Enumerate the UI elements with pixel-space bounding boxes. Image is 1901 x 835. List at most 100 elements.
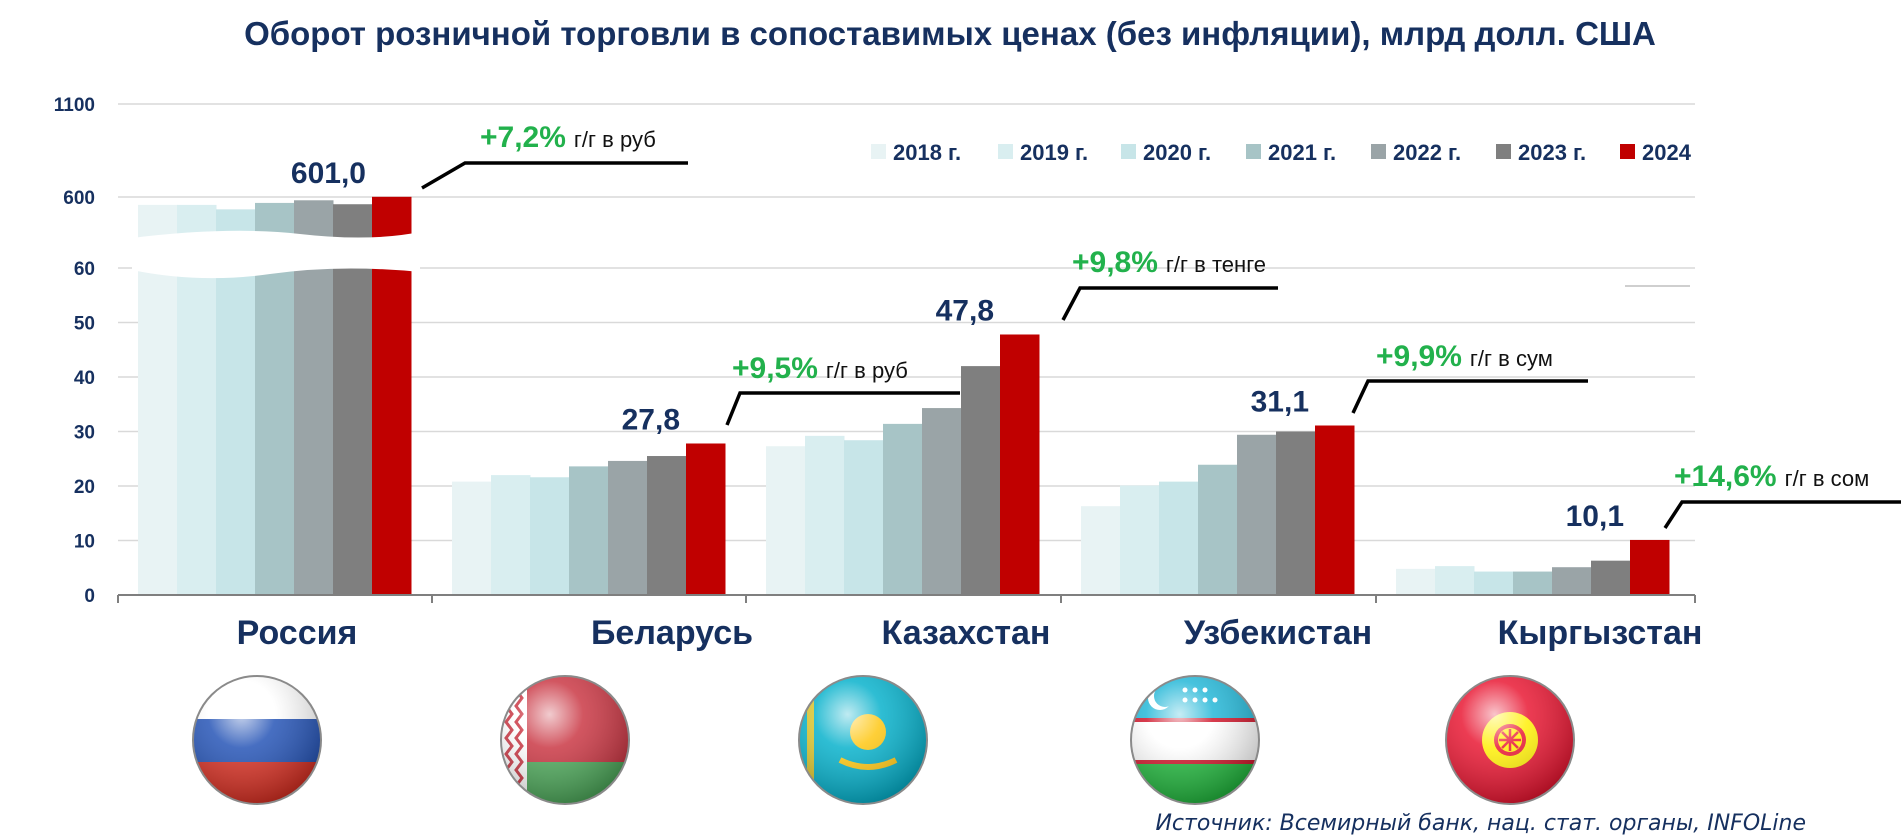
legend-label: 2019 г. xyxy=(1020,140,1088,165)
bar xyxy=(1435,566,1475,595)
data-label: 601,0 xyxy=(291,157,366,190)
kyrgyzstan-flag-icon xyxy=(1445,675,1575,805)
bar xyxy=(608,460,648,595)
bar xyxy=(1474,571,1514,595)
growth-callout: +7,2% г/г в руб xyxy=(421,121,688,190)
legend-item: 2019 г. xyxy=(998,140,1088,165)
bar xyxy=(1513,571,1553,595)
legend-swatch xyxy=(1371,144,1386,159)
bar xyxy=(766,446,806,595)
legend-item: 2018 г. xyxy=(871,140,961,165)
data-label: 31,1 xyxy=(1251,386,1309,419)
country-labels: Россия Беларусь Казахстан Узбекистан Кыргызс… xyxy=(237,614,1703,652)
bar xyxy=(1237,434,1277,595)
data-label: 10,1 xyxy=(1566,500,1624,533)
legend-label: 2021 г. xyxy=(1268,140,1336,165)
bar xyxy=(1159,481,1199,595)
bar xyxy=(844,440,884,595)
legend: 2018 г. 2019 г. 2020 г. 2021 г. 2022 г. 2023 … xyxy=(871,140,1692,165)
category-label: Казахстан xyxy=(882,614,1051,652)
bar xyxy=(961,366,1001,595)
y-tick-label: 40 xyxy=(74,368,95,389)
category-label: Узбекистан xyxy=(1184,614,1372,652)
bar xyxy=(1198,464,1238,595)
data-label: 27,8 xyxy=(622,403,680,436)
legend-swatch xyxy=(1121,144,1136,159)
leader-line xyxy=(1351,379,1588,414)
legend-swatch xyxy=(871,144,886,159)
legend-swatch xyxy=(1620,144,1635,159)
legend-item: 2022 г. xyxy=(1371,140,1461,165)
chart-title: Оборот розничной торговли в сопоставимых… xyxy=(244,15,1656,52)
y-tick-label: 30 xyxy=(74,423,95,444)
value-labels: 601,0 27,8 47,8 31,1 10,1 xyxy=(291,157,1624,533)
growth-label: +9,5% г/г в руб xyxy=(732,352,908,385)
growth-callout: +9,5% г/г в руб xyxy=(725,352,960,426)
leader-line xyxy=(1061,286,1278,321)
bar xyxy=(1591,560,1631,595)
bar xyxy=(530,477,570,595)
y-tick-label: 20 xyxy=(74,477,95,498)
y-tick-label: 50 xyxy=(74,314,95,335)
bars xyxy=(138,196,1670,595)
bar xyxy=(647,456,687,595)
growth-callout: +9,8% г/г в тенге xyxy=(1061,246,1278,321)
data-label: 47,8 xyxy=(936,294,994,327)
y-tick-label: 10 xyxy=(74,532,95,553)
bar xyxy=(1630,539,1670,595)
leader-line xyxy=(421,161,688,190)
legend-item: 2023 г. xyxy=(1496,140,1586,165)
y-axis-ticks: 0 10 20 30 40 50 60 600 1100 xyxy=(54,95,95,607)
legend-item: 2020 г. xyxy=(1121,140,1211,165)
bar xyxy=(1081,506,1121,595)
legend-swatch xyxy=(1496,144,1511,159)
source-note: Источник: Всемирный банк, нац. стат. орг… xyxy=(1155,811,1806,835)
bar xyxy=(1315,425,1355,595)
bar xyxy=(1396,568,1436,595)
bar xyxy=(805,435,845,595)
legend-label: 2018 г. xyxy=(893,140,961,165)
bar xyxy=(1276,431,1316,595)
bar xyxy=(1120,485,1160,595)
axis-break xyxy=(132,230,1690,287)
category-label: Кыргызстан xyxy=(1498,614,1703,652)
legend-label: 2023 г. xyxy=(1518,140,1586,165)
legend-swatch xyxy=(1246,144,1261,159)
growth-label: +14,6% г/г в сом xyxy=(1674,460,1869,493)
uzbekistan-flag-icon xyxy=(1130,675,1260,805)
growth-callouts: +7,2% г/г в руб +9,5% г/г в руб +9,8% г/г в т… xyxy=(421,121,1901,529)
bar xyxy=(1000,334,1040,595)
growth-label: +7,2% г/г в руб xyxy=(480,121,656,154)
leader-line xyxy=(725,391,960,426)
y-tick-label: 600 xyxy=(63,188,95,209)
russia-flag-icon xyxy=(192,675,322,805)
growth-callout: +9,9% г/г в сум xyxy=(1351,340,1588,414)
axis-break-band xyxy=(132,230,420,279)
legend-item: 2021 г. xyxy=(1246,140,1336,165)
legend-label: 2024 xyxy=(1642,140,1692,165)
growth-callout: +14,6% г/г в сом xyxy=(1663,460,1901,529)
bar xyxy=(452,481,492,595)
bar xyxy=(883,423,923,595)
category-label: Беларусь xyxy=(591,614,753,652)
bar xyxy=(686,443,726,595)
bar xyxy=(491,475,531,595)
bar xyxy=(1552,567,1592,595)
legend-label: 2020 г. xyxy=(1143,140,1211,165)
category-label: Россия xyxy=(237,614,358,652)
bar xyxy=(922,408,962,595)
leader-line xyxy=(1663,500,1901,529)
legend-label: 2022 г. xyxy=(1393,140,1461,165)
kazakhstan-flag-icon xyxy=(798,675,928,805)
growth-label: +9,9% г/г в сум xyxy=(1376,340,1553,373)
x-axis xyxy=(117,594,1696,603)
belarus-flag-icon xyxy=(500,675,630,805)
growth-label: +9,8% г/г в тенге xyxy=(1072,246,1266,279)
bar xyxy=(333,204,373,595)
y-tick-label: 0 xyxy=(84,586,95,607)
legend-swatch xyxy=(998,144,1013,159)
y-tick-label: 60 xyxy=(74,259,95,280)
y-tick-label: 1100 xyxy=(54,95,95,116)
bar xyxy=(569,466,609,595)
